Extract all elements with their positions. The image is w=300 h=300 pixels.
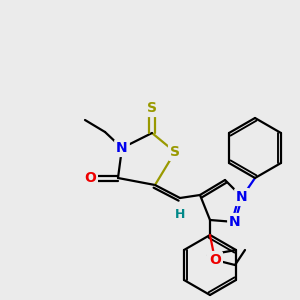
Text: S: S <box>170 145 180 159</box>
Text: N: N <box>229 215 241 229</box>
Text: O: O <box>209 253 221 267</box>
Text: N: N <box>236 190 248 204</box>
Text: H: H <box>175 208 185 221</box>
Text: N: N <box>116 141 128 155</box>
Text: O: O <box>84 171 96 185</box>
Text: S: S <box>147 101 157 115</box>
